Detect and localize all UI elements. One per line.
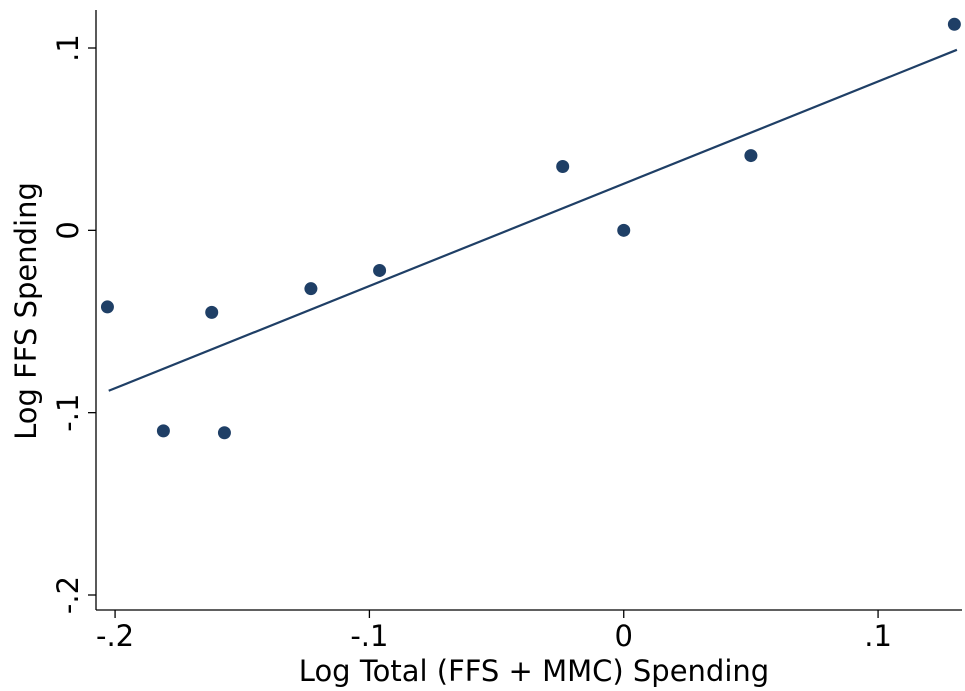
y-tick-label: .1 bbox=[51, 34, 85, 62]
x-tick-label: -.2 bbox=[96, 619, 134, 653]
data-point bbox=[556, 160, 570, 174]
x-tick-label: -.1 bbox=[350, 619, 388, 653]
x-axis-ticks: -.2 -.1 0 .1 bbox=[96, 610, 892, 653]
data-point bbox=[304, 282, 318, 296]
data-point bbox=[947, 17, 961, 31]
data-points bbox=[100, 17, 961, 440]
axes bbox=[95, 10, 962, 611]
x-tick-label: .1 bbox=[864, 619, 892, 653]
x-tick-label: 0 bbox=[615, 619, 633, 653]
data-point bbox=[373, 263, 387, 277]
y-axis-ticks: -.2 -.1 0 .1 bbox=[51, 34, 96, 614]
y-tick-label: 0 bbox=[51, 221, 85, 239]
data-point bbox=[744, 149, 758, 163]
data-point bbox=[100, 300, 114, 314]
fitted-line-group bbox=[108, 48, 958, 392]
data-point bbox=[217, 426, 231, 440]
y-tick-label: -.2 bbox=[51, 576, 85, 614]
y-axis-title: Log FFS Spending bbox=[9, 182, 43, 440]
data-point bbox=[617, 223, 631, 237]
fitted-regression-line bbox=[108, 48, 958, 392]
x-axis-title: Log Total (FFS + MMC) Spending bbox=[299, 654, 769, 688]
data-point bbox=[205, 305, 219, 319]
y-tick-label: -.1 bbox=[51, 394, 85, 432]
data-point bbox=[156, 424, 170, 438]
